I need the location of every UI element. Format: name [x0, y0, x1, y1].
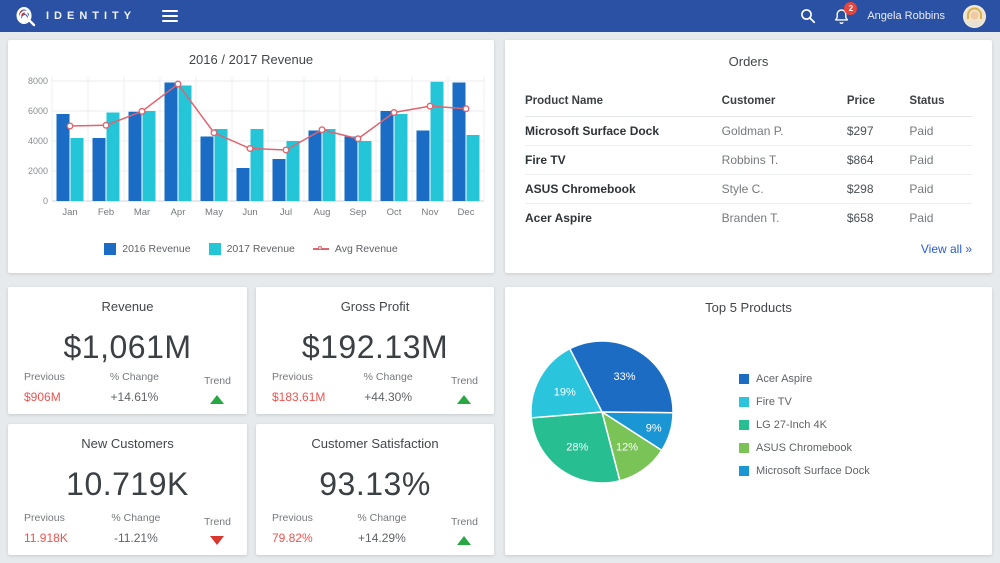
- orders-title: Orders: [728, 54, 769, 69]
- table-row: ASUS Chromebook Style C. $298 Paid: [525, 174, 972, 204]
- kpi-previous-value: $906M: [24, 390, 61, 404]
- kpi-value: 10.719K: [66, 466, 189, 502]
- svg-text:May: May: [205, 207, 223, 218]
- kpi-value: $1,061M: [63, 329, 192, 365]
- svg-text:Sep: Sep: [350, 207, 367, 218]
- kpi-value: 93.13%: [319, 466, 431, 502]
- trend-arrow-icon: [457, 536, 472, 545]
- kpi-title: Gross Profit: [340, 299, 410, 314]
- legend-item-acer-aspire[interactable]: Acer Aspire: [739, 373, 870, 385]
- top-products-card: Top 5 Products 33% 9% 12% 28% 19% Acer Aspir…: [505, 287, 992, 555]
- kpi-change-value: +14.29%: [358, 531, 406, 545]
- svg-text:8000: 8000: [28, 76, 48, 86]
- top-products-pie: 33% 9% 12% 28% 19%: [527, 337, 677, 492]
- kpi-card-new-customers: New Customers 10.719K Previous 11.918K %…: [8, 424, 247, 555]
- svg-text:Aug: Aug: [314, 207, 331, 218]
- status-badge: Paid: [909, 145, 972, 175]
- svg-text:28%: 28%: [566, 442, 588, 454]
- svg-text:19%: 19%: [554, 386, 576, 398]
- kpi-value: $192.13M: [301, 329, 449, 365]
- trend-arrow-icon: [210, 395, 225, 404]
- kpi-change-value: +44.30%: [364, 390, 413, 404]
- notification-badge: 2: [844, 1, 858, 15]
- fingerprint-magnifier-icon: [16, 7, 36, 27]
- legend-item-fire-tv[interactable]: Fire TV: [739, 396, 870, 408]
- kpi-previous-value: $183.61M: [272, 390, 326, 404]
- col-status: Status: [909, 89, 972, 117]
- revenue-bar-chart: 0 2000 4000 6000 8000 Jan Feb Mar Apr May Jun Jul Au…: [8, 71, 494, 243]
- svg-text:0: 0: [43, 196, 48, 206]
- brand[interactable]: IDENTITY: [14, 5, 136, 27]
- legend-swatch: [104, 243, 117, 255]
- svg-text:Apr: Apr: [171, 207, 186, 218]
- legend-item-asus-chromebook[interactable]: ASUS Chromebook: [739, 442, 870, 454]
- svg-text:Mar: Mar: [134, 207, 150, 218]
- kpi-title: New Customers: [81, 436, 174, 451]
- svg-text:Jan: Jan: [62, 207, 77, 218]
- revenue-chart-legend: 2016 Revenue 2017 Revenue Avg Revenue: [8, 243, 494, 255]
- svg-text:Oct: Oct: [387, 207, 402, 218]
- legend-item-microsoft-surface-dock[interactable]: Microsoft Surface Dock: [739, 465, 870, 477]
- search-icon: [801, 9, 816, 24]
- svg-text:Feb: Feb: [98, 207, 114, 218]
- orders-card: Orders Product Name Customer Price Statu…: [505, 40, 992, 273]
- svg-text:4000: 4000: [28, 136, 48, 146]
- orders-table: Product Name Customer Price Status Micro…: [525, 89, 972, 232]
- kpi-card-customer-satisfaction: Customer Satisfaction 93.13% Previous 79…: [256, 424, 494, 555]
- table-row: Fire TV Robbins T. $864 Paid: [525, 145, 972, 175]
- table-row: Microsoft Surface Dock Goldman P. $297 P…: [525, 116, 972, 146]
- notifications-button[interactable]: 2: [834, 1, 858, 25]
- search-button[interactable]: [800, 8, 816, 24]
- avatar[interactable]: [963, 4, 986, 28]
- trend-arrow-icon: [457, 395, 472, 404]
- revenue-chart-title: 2016 / 2017 Revenue: [188, 52, 314, 67]
- status-badge: Paid: [909, 211, 934, 225]
- brand-title: IDENTITY: [46, 10, 137, 22]
- top-products-legend: Acer Aspire Fire TV LG 27-Inch 4K ASUS C…: [739, 373, 870, 488]
- svg-text:6000: 6000: [28, 106, 48, 116]
- user-name[interactable]: Angela Robbins: [867, 10, 945, 22]
- svg-text:Jul: Jul: [280, 207, 292, 218]
- legend-item-avg-revenue[interactable]: Avg Revenue: [312, 243, 398, 255]
- svg-text:Nov: Nov: [422, 207, 439, 218]
- dashboard-content: 2016 / 2017 Revenue 0 2000 4000 6000 8000 Jan…: [0, 32, 1000, 563]
- table-row: Acer Aspire Branden T. $658 Paid: [525, 204, 972, 233]
- col-product-name: Product Name: [525, 89, 722, 117]
- legend-item-2017-revenue[interactable]: 2017 Revenue: [208, 243, 295, 255]
- kpi-card-revenue: Revenue $1,061M Previous $906M % Change …: [8, 287, 247, 414]
- col-price: Price: [846, 89, 910, 117]
- legend-item-lg-27-inch-4k[interactable]: LG 27-Inch 4K: [739, 419, 870, 431]
- kpi-title: Revenue: [101, 299, 154, 314]
- svg-text:2000: 2000: [28, 166, 48, 176]
- revenue-chart-card: 2016 / 2017 Revenue 0 2000 4000 6000 8000 Jan…: [8, 40, 494, 273]
- svg-text:Jun: Jun: [242, 207, 257, 218]
- svg-text:12%: 12%: [616, 442, 638, 454]
- top-products-title: Top 5 Products: [705, 300, 792, 315]
- kpi-card-gross-profit: Gross Profit $192.13M Previous $183.61M …: [256, 287, 494, 414]
- trend-arrow-icon: [210, 536, 225, 545]
- legend-swatch: [208, 243, 221, 255]
- status-badge: Paid: [909, 116, 972, 146]
- menu-hamburger-button[interactable]: [158, 6, 182, 26]
- kpi-change-value: +14.61%: [110, 390, 159, 404]
- kpi-change-value: -11.21%: [113, 531, 158, 545]
- col-customer: Customer: [721, 89, 847, 117]
- kpi-previous-value: 79.82%: [272, 531, 313, 545]
- view-all-link[interactable]: View all »: [920, 242, 972, 256]
- svg-text:9%: 9%: [646, 423, 662, 435]
- svg-text:Dec: Dec: [458, 207, 475, 218]
- svg-text:33%: 33%: [613, 371, 635, 383]
- top-navbar: IDENTITY 2 Angela Robbins: [0, 0, 1000, 32]
- legend-line-swatch: [312, 245, 329, 250]
- kpi-title: Customer Satisfaction: [311, 436, 439, 451]
- kpi-previous-value: 11.918K: [24, 531, 68, 545]
- status-badge: Paid: [909, 174, 972, 204]
- legend-item-2016-revenue[interactable]: 2016 Revenue: [104, 243, 191, 255]
